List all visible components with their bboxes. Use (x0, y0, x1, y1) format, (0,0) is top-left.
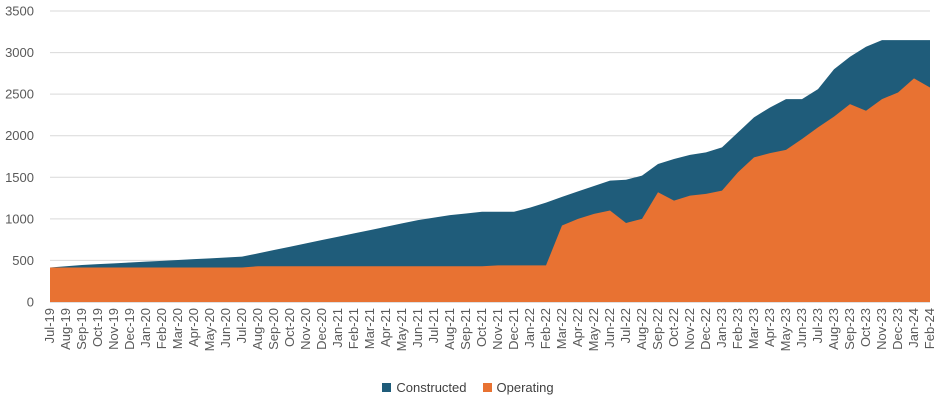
legend-swatch-operating (482, 383, 492, 392)
x-tick-label: Apr-22 (570, 308, 585, 347)
y-tick-label: 500 (12, 253, 34, 268)
x-tick-label: Jun-20 (218, 308, 233, 348)
x-tick-label: Feb-22 (538, 308, 553, 349)
y-tick-label: 3500 (5, 4, 34, 19)
x-tick-label: Sep-21 (458, 308, 473, 350)
x-tick-label: Sep-23 (842, 308, 857, 350)
x-tick-label: Aug-23 (826, 308, 841, 350)
x-tick-label: May-21 (394, 308, 409, 351)
x-tick-label: Nov-22 (682, 308, 697, 350)
x-tick-label: Oct-22 (666, 308, 681, 347)
y-tick-label: 0 (27, 295, 34, 310)
x-tick-label: Jul-21 (426, 308, 441, 343)
x-tick-label: Jun-21 (410, 308, 425, 348)
x-axis-ticks: Jul-19 Aug-19 Sep-19 Oct-19 Nov-19 Dec-19 Jan-… (42, 308, 936, 351)
x-tick-label: Oct-21 (474, 308, 489, 347)
x-tick-label: Oct-20 (282, 308, 297, 347)
x-tick-label: Aug-20 (250, 308, 265, 350)
x-tick-label: Nov-21 (490, 308, 505, 350)
y-tick-label: 3000 (5, 45, 34, 60)
legend-label-constructed: Constructed (396, 380, 467, 395)
x-tick-label: Aug-21 (442, 308, 457, 350)
x-tick-label: Jan-20 (138, 308, 153, 348)
x-tick-label: Jan-23 (714, 308, 729, 348)
x-tick-label: Feb-20 (154, 308, 169, 349)
legend-item-constructed: Constructed (382, 380, 467, 395)
area-operating (50, 78, 930, 303)
x-tick-label: Mar-22 (554, 308, 569, 349)
x-tick-label: Mar-21 (362, 308, 377, 349)
x-tick-label: May-20 (202, 308, 217, 351)
x-tick-label: Aug-19 (58, 308, 73, 350)
x-tick-label: Dec-21 (506, 308, 521, 350)
x-tick-label: Jan-22 (522, 308, 537, 348)
legend-label-operating: Operating (496, 380, 554, 395)
y-tick-label: 1000 (5, 211, 34, 226)
x-tick-label: Oct-23 (858, 308, 873, 347)
x-tick-label: Dec-19 (122, 308, 137, 350)
x-tick-label: Mar-20 (170, 308, 185, 349)
x-tick-label: Jun-22 (602, 308, 617, 348)
x-tick-label: Mar-23 (746, 308, 761, 349)
x-tick-label: Apr-23 (762, 308, 777, 347)
y-tick-label: 2000 (5, 128, 34, 143)
x-tick-label: Feb-23 (730, 308, 745, 349)
x-tick-label: Sep-19 (74, 308, 89, 350)
x-tick-label: Dec-23 (890, 308, 905, 350)
legend-swatch-constructed (382, 383, 392, 392)
x-tick-label: Dec-22 (698, 308, 713, 350)
x-tick-label: Jan-24 (906, 308, 921, 348)
x-tick-label: Jul-19 (42, 308, 57, 343)
x-tick-label: Jul-23 (810, 308, 825, 343)
x-tick-label: May-22 (586, 308, 601, 351)
legend-item-operating: Operating (482, 380, 554, 395)
x-tick-label: Oct-19 (90, 308, 105, 347)
legend: Constructed Operating (0, 380, 936, 395)
x-tick-label: Feb-24 (922, 308, 936, 349)
y-axis-ticks: 0 500 1000 1500 2000 2500 3000 3500 (5, 4, 34, 310)
x-tick-label: Apr-20 (186, 308, 201, 347)
x-tick-label: Dec-20 (314, 308, 329, 350)
x-tick-label: Sep-22 (650, 308, 665, 350)
x-tick-label: Jan-21 (330, 308, 345, 348)
x-tick-label: Apr-21 (378, 308, 393, 347)
x-tick-label: Jul-22 (618, 308, 633, 343)
x-tick-label: Nov-20 (298, 308, 313, 350)
x-tick-label: Aug-22 (634, 308, 649, 350)
x-tick-label: Nov-23 (874, 308, 889, 350)
area-chart: 0 500 1000 1500 2000 2500 3000 3500 Jul-19 Aug-1… (5, 4, 936, 352)
x-tick-label: Sep-20 (266, 308, 281, 350)
x-tick-label: Jul-20 (234, 308, 249, 343)
y-tick-label: 1500 (5, 170, 34, 185)
x-tick-label: Feb-21 (346, 308, 361, 349)
y-tick-label: 2500 (5, 87, 34, 102)
x-tick-label: May-23 (778, 308, 793, 351)
x-tick-label: Nov-19 (106, 308, 121, 350)
area-series (50, 40, 930, 303)
x-tick-label: Jun-23 (794, 308, 809, 348)
